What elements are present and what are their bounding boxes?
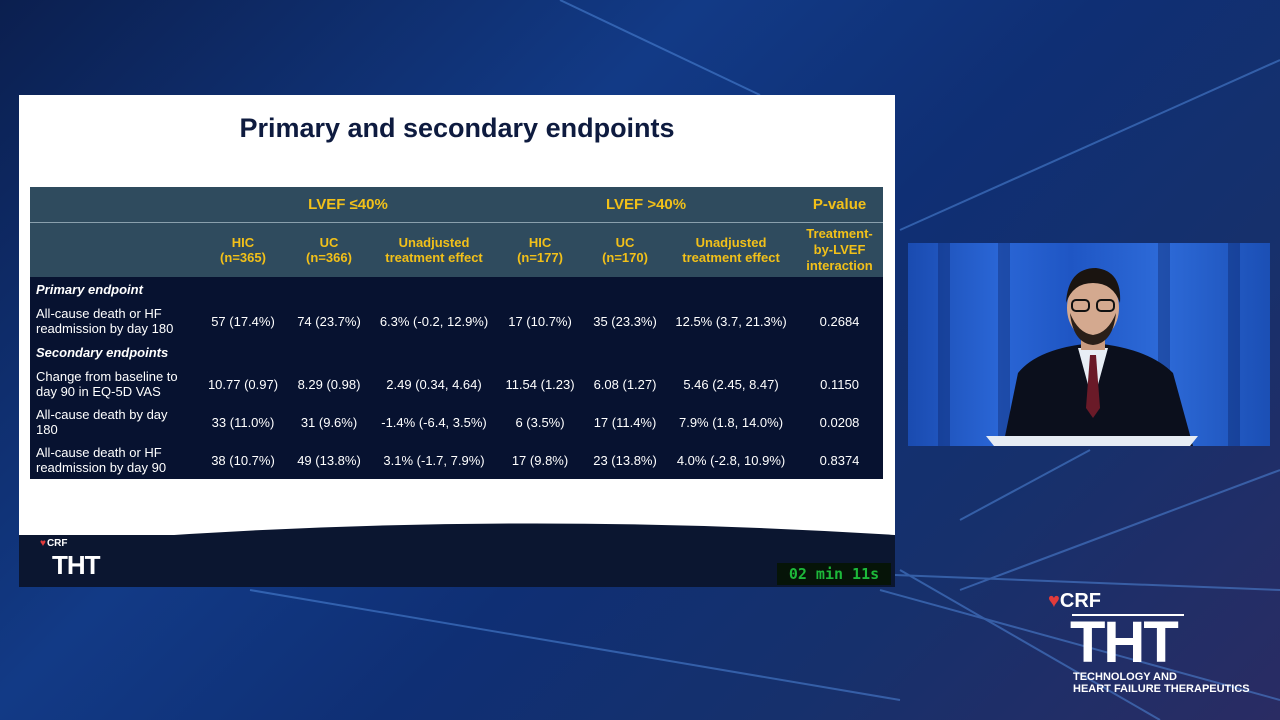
table-cell: 17 (9.8%) xyxy=(496,441,585,479)
logo-divider xyxy=(1072,614,1184,616)
table-cell: 57 (17.4%) xyxy=(200,302,286,340)
table-section-row: Secondary endpoints xyxy=(30,340,884,365)
slide-tht-logo: THT xyxy=(52,550,101,580)
table-cell: 6.08 (1.27) xyxy=(584,365,667,403)
sub-header-effect-high: Unadjusted treatment effect xyxy=(682,234,780,265)
curtain-fold xyxy=(938,243,950,446)
table-cell: 7.9% (1.8, 14.0%) xyxy=(666,403,797,441)
sub-header-hic-low: HIC (n=365) xyxy=(220,234,266,265)
slide-crf-logo: ♥CRF xyxy=(40,538,68,549)
tagline-line1: TECHNOLOGY AND xyxy=(1073,671,1177,683)
endpoints-table: LVEF ≤40% LVEF >40% P-value HIC (n=365) U… xyxy=(30,187,884,479)
table-section-row: Primary endpoint xyxy=(30,277,884,302)
group-header-pvalue: P-value xyxy=(812,195,867,213)
slide-footer xyxy=(19,535,895,587)
table-row: All-cause death by day 180 33 (11.0%) 31 … xyxy=(30,403,884,441)
table-cell: 3.1% (-1.7, 7.9%) xyxy=(372,441,497,479)
presentation-slide: Primary and secondary endpoints LVEF ≤40… xyxy=(19,95,895,587)
speaker-figure xyxy=(986,268,1198,446)
table-cell: 11.54 (1.23) xyxy=(496,365,585,403)
table-cell: 5.46 (2.45, 8.47) xyxy=(666,365,797,403)
table-cell: 2.49 (0.34, 4.64) xyxy=(372,365,497,403)
table-cell: 8.29 (0.98) xyxy=(286,365,372,403)
table-cell: 0.1150 xyxy=(796,365,884,403)
row-label: All-cause death or HF readmission by day … xyxy=(30,302,200,340)
sub-header-effect-low: Unadjusted treatment effect xyxy=(385,234,483,265)
table-cell: 35 (23.3%) xyxy=(584,302,667,340)
tagline-line2: HEART FAILURE THERAPEUTICS xyxy=(1073,683,1250,695)
table-cell: 10.77 (0.97) xyxy=(200,365,286,403)
table-cell: 4.0% (-2.8, 10.9%) xyxy=(666,441,797,479)
heart-icon: ♥ xyxy=(40,538,46,549)
table-row: All-cause death or HF readmission by day … xyxy=(30,441,884,479)
table-cell: 23 (13.8%) xyxy=(584,441,667,479)
group-header-lvef-low: LVEF ≤40% xyxy=(308,195,388,213)
table-cell: 17 (10.7%) xyxy=(496,302,585,340)
presentation-timer: 02 min 11s xyxy=(777,563,891,585)
section-secondary-label: Secondary endpoints xyxy=(30,340,884,365)
table-cell: 17 (11.4%) xyxy=(584,403,667,441)
table-cell: 31 (9.6%) xyxy=(286,403,372,441)
group-header-lvef-high: LVEF >40% xyxy=(605,195,687,213)
row-label: All-cause death by day 180 xyxy=(30,403,200,441)
speaker-video xyxy=(908,243,1270,446)
crf-logo: ♥CRF xyxy=(1048,590,1101,612)
table-cell: 0.0208 xyxy=(796,403,884,441)
curtain-fold xyxy=(1228,243,1240,446)
row-label: All-cause death or HF readmission by day … xyxy=(30,441,200,479)
table-cell: -1.4% (-6.4, 3.5%) xyxy=(372,403,497,441)
table-cell: 49 (13.8%) xyxy=(286,441,372,479)
sub-header-uc-low: UC (n=366) xyxy=(306,234,352,265)
table-cell: 38 (10.7%) xyxy=(200,441,286,479)
table-cell: 12.5% (3.7, 21.3%) xyxy=(666,302,797,340)
sub-header-hic-high: HIC (n=177) xyxy=(517,234,563,265)
slide-title: Primary and secondary endpoints xyxy=(239,113,675,143)
table-cell: 0.8374 xyxy=(796,441,884,479)
table-cell: 74 (23.7%) xyxy=(286,302,372,340)
tht-logo: THT xyxy=(1070,610,1179,675)
sub-header-uc-high: UC (n=170) xyxy=(602,234,648,265)
row-label: Change from baseline to day 90 in EQ-5D V… xyxy=(30,365,200,403)
table-cell: 6 (3.5%) xyxy=(496,403,585,441)
table-group-header-row: LVEF ≤40% LVEF >40% P-value xyxy=(30,187,884,222)
section-primary-label: Primary endpoint xyxy=(30,277,884,302)
curtain-fold xyxy=(998,243,1010,446)
table-cell: 33 (11.0%) xyxy=(200,403,286,441)
table-row: Change from baseline to day 90 in EQ-5D V… xyxy=(30,365,884,403)
heart-icon: ♥ xyxy=(1048,590,1060,612)
table-cell: 6.3% (-0.2, 12.9%) xyxy=(372,302,497,340)
sub-header-interaction: Treatment-by-LVEF interaction xyxy=(806,225,873,273)
table-sub-header-row: HIC (n=365) UC (n=366) Unadjusted treatment… xyxy=(30,222,884,277)
table-cell: 0.2684 xyxy=(796,302,884,340)
table-row: All-cause death or HF readmission by day … xyxy=(30,302,884,340)
